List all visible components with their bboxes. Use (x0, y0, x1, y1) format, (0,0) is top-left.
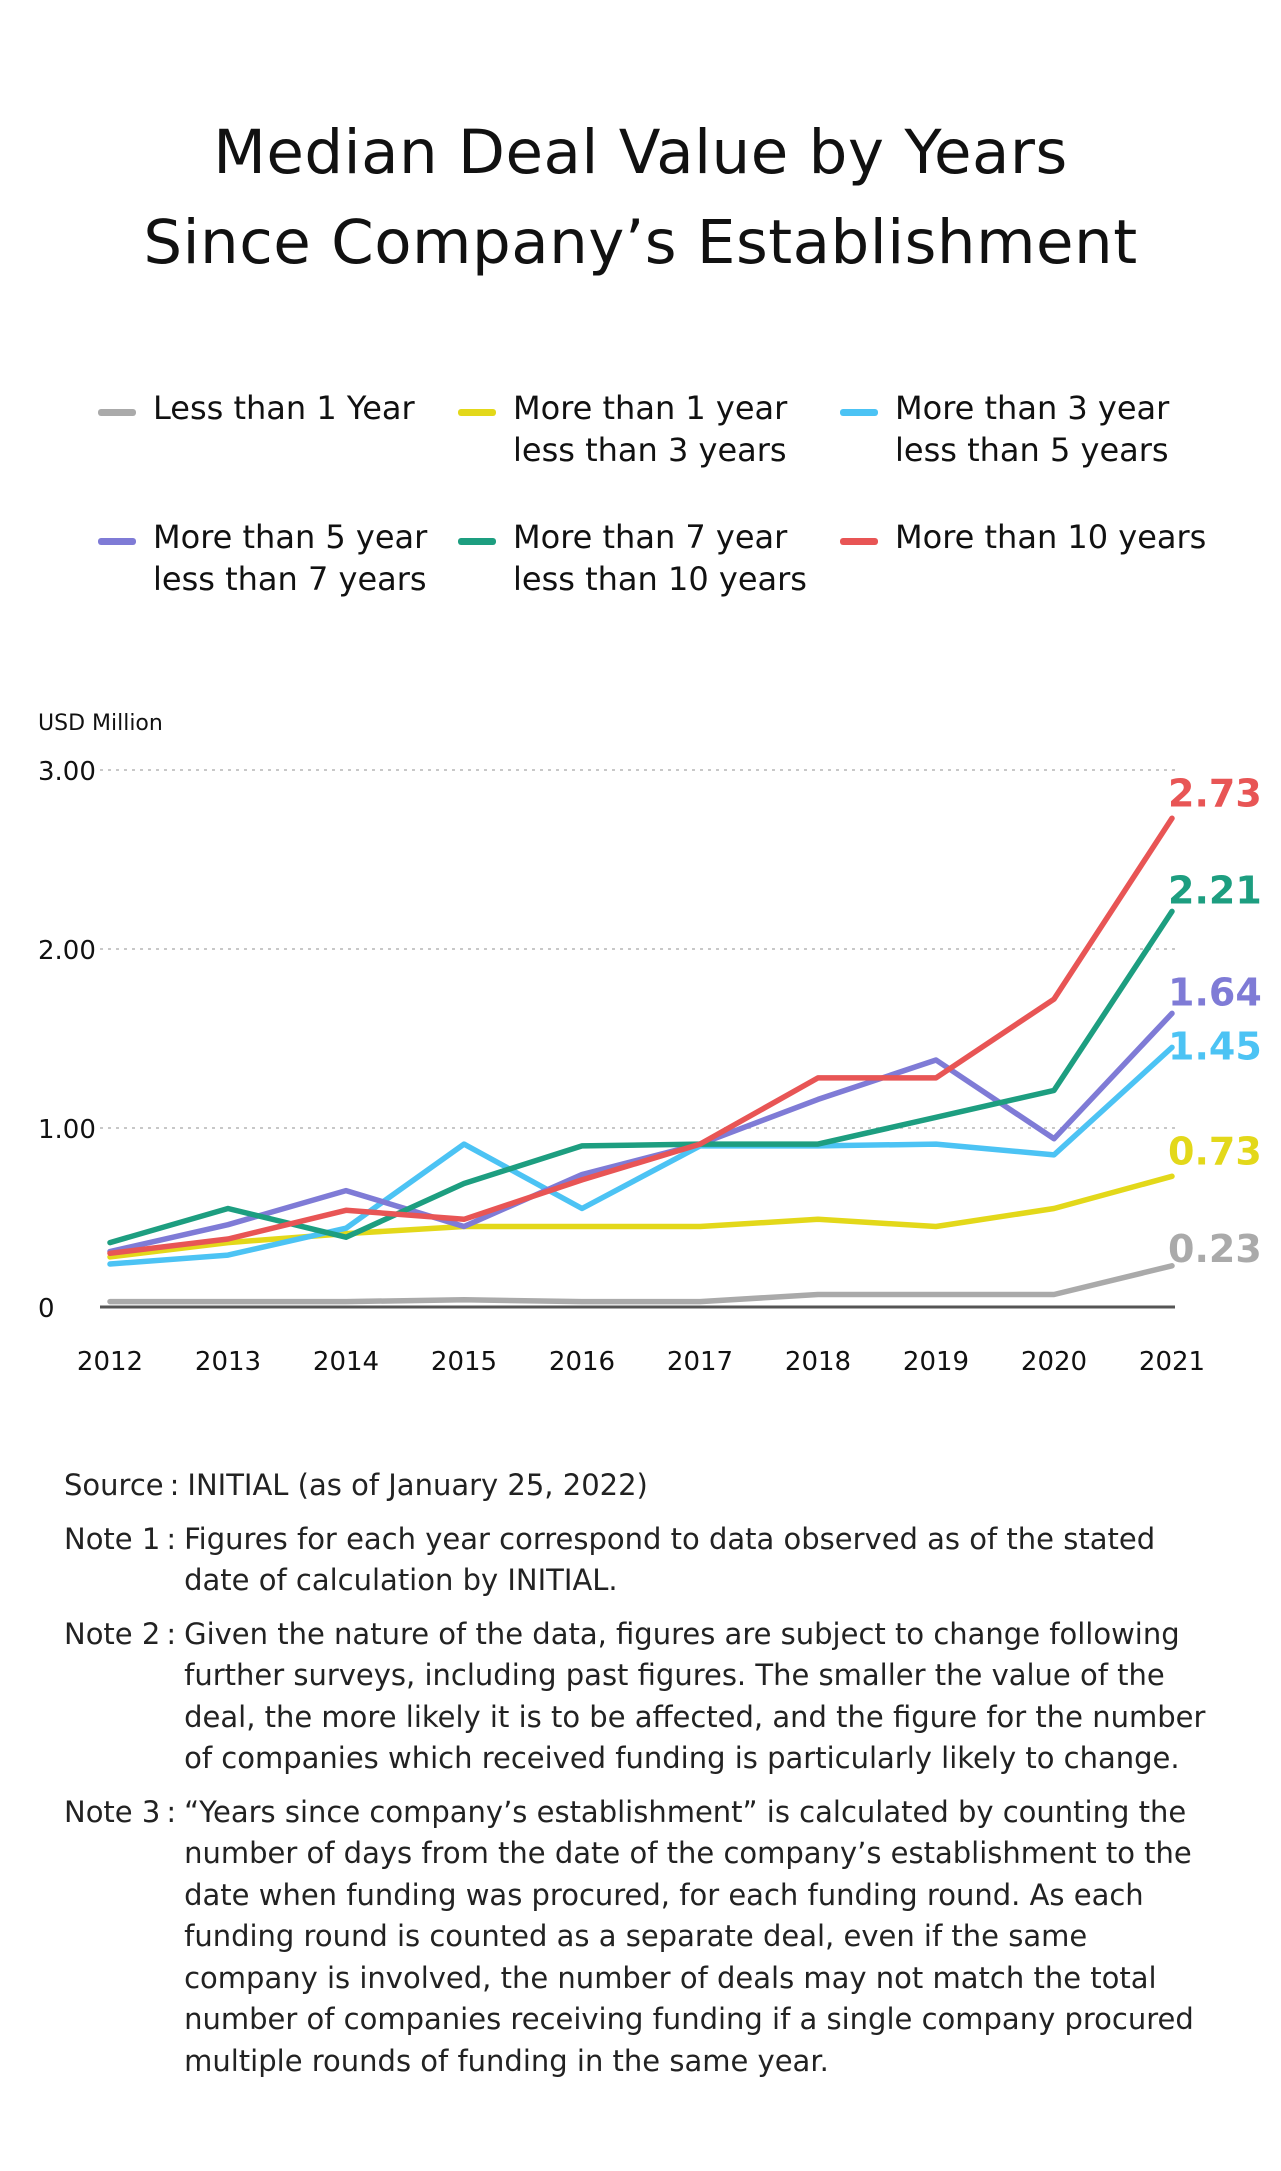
x-tick-label: 2019 (903, 1347, 969, 1377)
end-value-label-1: 0.23 (1168, 1227, 1262, 1271)
chart-title-line-2: Since Company’s Establishment (143, 207, 1138, 278)
x-tick-label: 2016 (549, 1347, 615, 1377)
note-text: Figures for each year correspond to data… (184, 1521, 1156, 1598)
y-axis-label: USD Million (38, 711, 163, 736)
legend-label: Less than 1 Year (153, 389, 415, 427)
series-line-6 (107, 815, 1175, 1257)
y-tick-label: 2.00 (38, 936, 96, 966)
series-line-5 (107, 908, 1175, 1246)
legend-label: More than 3 year (895, 389, 1170, 427)
legend-label-line-2: less than 5 years (895, 431, 1169, 469)
note-colon: : (169, 1468, 180, 1502)
note-source: Source : INITIAL (as of January 25, 2022… (64, 1465, 1224, 1507)
series-line-2 (107, 1173, 1175, 1260)
gridlines (100, 769, 1175, 1309)
end-value-label-5: 2.21 (1168, 868, 1262, 912)
legend-label: More than 1 year (513, 389, 788, 427)
series-line-3 (107, 1044, 1175, 1267)
end-value-label-4: 1.64 (1168, 970, 1262, 1014)
legend-swatch (458, 409, 496, 416)
x-tick-label: 2020 (1021, 1347, 1087, 1377)
axes: USD Million 0 1.00 2.00 3.00 2012 2013 2014 2015… (38, 711, 1205, 1377)
x-tick-label: 2018 (785, 1347, 851, 1377)
legend-swatch (458, 538, 496, 545)
chart-title: Median Deal Value by Years Since Company… (0, 108, 1281, 288)
legend-label-line-2: less than 3 years (513, 431, 787, 469)
note-colon: : (166, 1616, 177, 1651)
series-lines (107, 815, 1175, 1305)
x-tick-label: 2015 (431, 1347, 497, 1377)
note-text: “Years since company’s establishment” is… (184, 1794, 1194, 2078)
note-label: Note 1 (64, 1521, 161, 1556)
note-2: Note 2 : Given the nature of the data, f… (64, 1614, 1224, 1780)
note-label: Note 3 (64, 1794, 161, 1829)
legend-label-line-2: less than 7 years (153, 560, 427, 598)
x-tick-label: 2014 (313, 1347, 379, 1377)
series-line-1 (107, 1263, 1175, 1305)
note-text: Given the nature of the data, figures ar… (184, 1616, 1206, 1776)
end-value-label-2: 0.73 (1168, 1129, 1262, 1173)
end-value-label-6: 2.73 (1168, 771, 1262, 815)
legend-label: More than 10 years (895, 518, 1207, 556)
x-tick-label: 2021 (1139, 1347, 1205, 1377)
x-tick-label: 2017 (667, 1347, 733, 1377)
note-text: INITIAL (as of January 25, 2022) (187, 1468, 648, 1502)
y-tick-label: 0 (38, 1294, 55, 1324)
note-label: Source (64, 1468, 164, 1502)
note-label: Note 2 (64, 1616, 161, 1651)
note-colon: : (166, 1521, 177, 1556)
chart-title-line-1: Median Deal Value by Years (213, 117, 1068, 188)
line-chart: USD Million 0 1.00 2.00 3.00 2012 2013 2014 2015… (38, 711, 1262, 1377)
legend-swatch (98, 538, 136, 545)
note-3: Note 3 : “Years since company’s establis… (64, 1792, 1224, 2083)
legend-swatch (98, 409, 136, 416)
legend-label: More than 7 year (513, 518, 788, 556)
data-labels: 0.23 0.73 1.45 1.64 2.21 2.73 (1168, 771, 1262, 1271)
legend-swatch (840, 409, 878, 416)
note-colon: : (166, 1794, 177, 1829)
note-1: Note 1 : Figures for each year correspon… (64, 1519, 1224, 1602)
legend-label: More than 5 year (153, 518, 428, 556)
x-tick-label: 2013 (195, 1347, 261, 1377)
footnotes: Source : INITIAL (as of January 25, 2022… (64, 1465, 1224, 2094)
legend-swatch (840, 538, 878, 545)
y-tick-label: 3.00 (38, 757, 96, 787)
legend-label-line-2: less than 10 years (513, 560, 807, 598)
x-tick-label: 2012 (77, 1347, 143, 1377)
end-value-label-3: 1.45 (1168, 1024, 1262, 1068)
y-tick-label: 1.00 (38, 1115, 96, 1145)
